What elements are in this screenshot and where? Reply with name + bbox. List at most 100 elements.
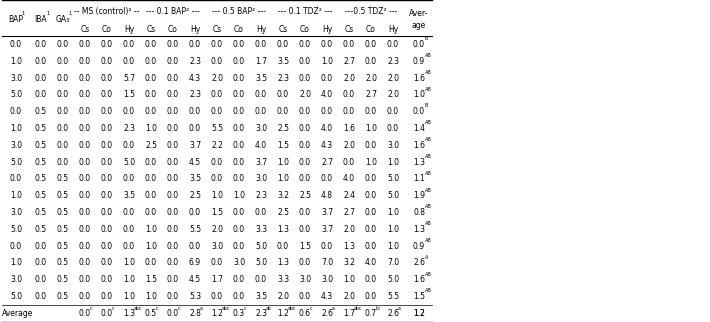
- Text: Co: Co: [102, 24, 112, 33]
- Text: 0.0: 0.0: [233, 107, 245, 116]
- Text: Cs: Cs: [344, 24, 354, 33]
- Text: 0.0: 0.0: [167, 309, 179, 318]
- Text: 3.0: 3.0: [233, 259, 245, 268]
- Text: 2.0: 2.0: [343, 225, 355, 234]
- Text: 0.0: 0.0: [35, 57, 47, 66]
- Text: 0.0: 0.0: [101, 275, 113, 284]
- Text: 0.0: 0.0: [35, 73, 47, 82]
- Text: 1.0: 1.0: [321, 57, 333, 66]
- Text: 0.0: 0.0: [167, 208, 179, 217]
- Text: 0.0: 0.0: [145, 208, 157, 217]
- Text: 0.0: 0.0: [211, 90, 223, 99]
- Text: 6.9: 6.9: [189, 259, 201, 268]
- Text: 0.0: 0.0: [277, 107, 289, 116]
- Text: 0.9: 0.9: [413, 57, 425, 66]
- Text: AB: AB: [425, 271, 432, 277]
- Text: 1.7: 1.7: [255, 57, 267, 66]
- Text: Cs: Cs: [80, 24, 89, 33]
- Text: 2.3: 2.3: [189, 90, 201, 99]
- Text: 5.0: 5.0: [10, 90, 22, 99]
- Text: 0.0: 0.0: [299, 259, 311, 268]
- Text: 2.3: 2.3: [123, 124, 135, 133]
- Text: 0.0: 0.0: [167, 124, 179, 133]
- Text: 5.0: 5.0: [387, 175, 399, 184]
- Text: 0.0: 0.0: [101, 73, 113, 82]
- Text: 0.0: 0.0: [35, 275, 47, 284]
- Text: 0.0: 0.0: [145, 259, 157, 268]
- Text: 1.0: 1.0: [145, 242, 157, 251]
- Text: 0.0: 0.0: [101, 141, 113, 150]
- Text: 0.0: 0.0: [167, 175, 179, 184]
- Text: AB: AB: [425, 137, 432, 142]
- Text: AB: AB: [425, 53, 432, 58]
- Text: 1.7: 1.7: [343, 309, 355, 318]
- Text: 0.0: 0.0: [299, 157, 311, 166]
- Text: 0.0: 0.0: [365, 292, 377, 301]
- Text: 0.0: 0.0: [57, 73, 69, 82]
- Text: 0.0: 0.0: [79, 208, 91, 217]
- Text: 0.0: 0.0: [365, 225, 377, 234]
- Text: 0.0: 0.0: [145, 175, 157, 184]
- Text: 0.0: 0.0: [299, 141, 311, 150]
- Text: 0.0: 0.0: [321, 73, 333, 82]
- Text: 0.0: 0.0: [167, 292, 179, 301]
- Text: 0.0: 0.0: [321, 175, 333, 184]
- Text: 0.0: 0.0: [79, 309, 91, 318]
- Text: 1: 1: [68, 11, 72, 16]
- Text: Hy: Hy: [388, 24, 398, 33]
- Text: 0.0: 0.0: [167, 191, 179, 200]
- Text: 1.5: 1.5: [277, 141, 289, 150]
- Text: 0.0: 0.0: [10, 107, 22, 116]
- Text: AB: AB: [425, 187, 432, 193]
- Text: a: a: [398, 306, 400, 310]
- Text: 0.0: 0.0: [57, 90, 69, 99]
- Text: 0.0: 0.0: [101, 40, 113, 49]
- Text: 0.0: 0.0: [255, 208, 267, 217]
- Text: 0.0: 0.0: [101, 124, 113, 133]
- Text: 0.0: 0.0: [167, 157, 179, 166]
- Text: AB: AB: [425, 204, 432, 209]
- Text: 1.6: 1.6: [413, 73, 425, 82]
- Text: 0.0: 0.0: [123, 57, 135, 66]
- Text: Aver-
age: Aver- age: [409, 9, 429, 30]
- Text: 2.2: 2.2: [211, 141, 223, 150]
- Text: 4.0: 4.0: [255, 141, 267, 150]
- Text: GA₃: GA₃: [56, 15, 70, 24]
- Text: 5.0: 5.0: [123, 157, 135, 166]
- Text: 0.0: 0.0: [145, 90, 157, 99]
- Text: 0.0: 0.0: [123, 208, 135, 217]
- Text: 0.0: 0.0: [233, 275, 245, 284]
- Text: 1.0: 1.0: [365, 157, 377, 166]
- Text: 3.0: 3.0: [10, 141, 22, 150]
- Text: 5.0: 5.0: [255, 242, 267, 251]
- Text: 1.0: 1.0: [10, 191, 22, 200]
- Text: 2.0: 2.0: [343, 73, 355, 82]
- Text: Co: Co: [366, 24, 376, 33]
- Text: 1.0: 1.0: [387, 225, 399, 234]
- Text: 2.6: 2.6: [321, 309, 333, 318]
- Text: 2.3: 2.3: [277, 73, 289, 82]
- Text: 0.0: 0.0: [57, 107, 69, 116]
- Text: 4.0: 4.0: [321, 90, 333, 99]
- Text: 5.3: 5.3: [189, 292, 201, 301]
- Text: 1.5: 1.5: [299, 242, 311, 251]
- Text: 0.0: 0.0: [277, 40, 289, 49]
- Text: 0.0: 0.0: [10, 242, 22, 251]
- Text: 0.7: 0.7: [365, 309, 377, 318]
- Text: 0.0: 0.0: [101, 309, 113, 318]
- Text: 0.0: 0.0: [233, 124, 245, 133]
- Text: 3.2: 3.2: [277, 191, 289, 200]
- Text: 0.0: 0.0: [167, 275, 179, 284]
- Text: Cs: Cs: [146, 24, 155, 33]
- Text: 4.0: 4.0: [365, 259, 377, 268]
- Text: 0.5: 0.5: [57, 191, 69, 200]
- Text: 0.0: 0.0: [365, 208, 377, 217]
- Text: 1.3: 1.3: [123, 309, 135, 318]
- Text: 0.0: 0.0: [365, 40, 377, 49]
- Text: Hy: Hy: [256, 24, 266, 33]
- Text: AB: AB: [425, 221, 432, 226]
- Text: A: A: [425, 255, 428, 260]
- Text: 4.3: 4.3: [189, 73, 201, 82]
- Text: 4.0: 4.0: [343, 175, 355, 184]
- Text: 0.0: 0.0: [79, 57, 91, 66]
